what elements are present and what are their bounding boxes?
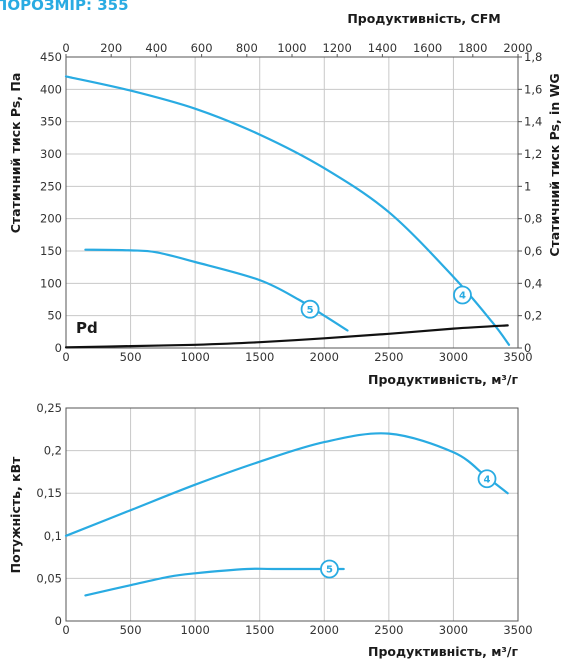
y-tick-label: 0,2 bbox=[44, 444, 62, 458]
y-tick-label: 50 bbox=[47, 309, 62, 323]
chart2-grid bbox=[65, 407, 519, 622]
page-title: ТИПОРОЗМІР: 355 bbox=[0, 0, 129, 14]
y2-tick-label: 1,6 bbox=[524, 82, 542, 96]
y-tick-label: 0,25 bbox=[36, 401, 62, 415]
y2-tick-label: 1 bbox=[524, 179, 531, 193]
x-tick-label: 0 bbox=[62, 350, 69, 364]
y-tick-label: 300 bbox=[40, 147, 62, 161]
y-tick-label: 150 bbox=[40, 244, 62, 258]
y2-tick-label: 0,4 bbox=[524, 276, 542, 290]
pressure-chart: 0 500 1000 1500 2000 2500 3000 3500050100150200… bbox=[40, 41, 542, 364]
x2-tick-label: 0 bbox=[62, 41, 69, 55]
y-tick-label: 200 bbox=[40, 212, 62, 226]
x-tick-label: 1000 bbox=[181, 350, 210, 364]
x2-tick-label: 200 bbox=[100, 41, 122, 55]
x-tick-label: 2000 bbox=[310, 350, 339, 364]
y2-tick-label: 0 bbox=[524, 341, 531, 355]
y-tick-label: 0 bbox=[55, 614, 62, 628]
svg-text:5: 5 bbox=[326, 565, 333, 576]
y2-tick-label: 1,8 bbox=[524, 50, 542, 64]
curve-4-badge: 4 bbox=[453, 285, 472, 305]
y2-tick-label: 0,6 bbox=[524, 244, 542, 258]
x2-tick-label: 1400 bbox=[368, 41, 397, 55]
x-tick-label: 2500 bbox=[374, 350, 403, 364]
x2-tick-label: 1200 bbox=[323, 41, 352, 55]
x-tick-label: 1500 bbox=[245, 623, 274, 637]
x2-tick-label: 2000 bbox=[503, 41, 532, 55]
y2-tick-label: 1,4 bbox=[524, 115, 542, 129]
chart2-y-title: Потужність, кВт bbox=[8, 456, 23, 573]
y-tick-label: 0 bbox=[55, 341, 62, 355]
y-tick-label: 400 bbox=[40, 82, 62, 96]
chart1-y-title: Статичний тиск Ps, Па bbox=[8, 73, 23, 234]
svg-text:5: 5 bbox=[307, 305, 314, 316]
series-line-pd bbox=[64, 324, 509, 349]
y-tick-label: 250 bbox=[40, 179, 62, 193]
x-tick-label: 1000 bbox=[181, 623, 210, 637]
pd-curve-label: Pd bbox=[76, 319, 98, 337]
series-line-4 bbox=[64, 432, 509, 537]
chart1-grid bbox=[65, 56, 519, 349]
series-line-5 bbox=[84, 567, 345, 597]
x-tick-label: 3500 bbox=[503, 350, 532, 364]
svg-text:4: 4 bbox=[484, 474, 491, 485]
x-tick-label: 1500 bbox=[245, 350, 274, 364]
chart2-x-title: Продуктивність, м³/г bbox=[368, 644, 518, 659]
x-tick-label: 3000 bbox=[439, 350, 468, 364]
svg-text:4: 4 bbox=[459, 291, 466, 302]
x-tick-label: 3500 bbox=[503, 623, 532, 637]
x-tick-label: 500 bbox=[120, 623, 142, 637]
chart1-x-title: Продуктивність, м³/г bbox=[368, 372, 518, 387]
y2-tick-label: 0,2 bbox=[524, 309, 542, 323]
y-tick-label: 0,15 bbox=[36, 486, 62, 500]
chart1-x2-title: Продуктивність, CFM bbox=[347, 11, 500, 26]
x-tick-label: 2000 bbox=[310, 623, 339, 637]
y2-tick-label: 1,2 bbox=[524, 147, 542, 161]
x2-tick-label: 1000 bbox=[277, 41, 306, 55]
curve-4-badge: 4 bbox=[477, 469, 497, 489]
y-tick-label: 350 bbox=[40, 115, 62, 129]
chart1-frame bbox=[65, 56, 519, 349]
y-tick-label: 450 bbox=[40, 50, 62, 64]
y-tick-label: 0,05 bbox=[36, 571, 62, 585]
x2-tick-label: 600 bbox=[191, 41, 213, 55]
x2-tick-label: 800 bbox=[236, 41, 258, 55]
chart2-frame bbox=[65, 407, 519, 622]
y-tick-label: 0,1 bbox=[44, 529, 62, 543]
chart1-y2-title: Статичний тиск Ps, in WG bbox=[547, 73, 562, 256]
x-tick-label: 0 bbox=[62, 623, 69, 637]
curve-5-badge: 5 bbox=[300, 299, 320, 319]
x2-tick-label: 400 bbox=[145, 41, 167, 55]
x2-tick-label: 1600 bbox=[413, 41, 442, 55]
series-line-5 bbox=[84, 248, 349, 332]
x-tick-label: 500 bbox=[120, 350, 142, 364]
power-chart: 0 500 1000 1500 2000 2500 3000 3500 0 0,05 0,1 0,15… bbox=[36, 401, 532, 637]
curve-5-badge: 5 bbox=[320, 559, 339, 579]
x-tick-label: 2500 bbox=[374, 623, 403, 637]
y2-tick-label: 0,8 bbox=[524, 212, 542, 226]
x-tick-label: 3000 bbox=[439, 623, 468, 637]
x2-tick-label: 1800 bbox=[458, 41, 487, 55]
y-tick-label: 100 bbox=[40, 276, 62, 290]
series-line-4 bbox=[64, 75, 511, 346]
